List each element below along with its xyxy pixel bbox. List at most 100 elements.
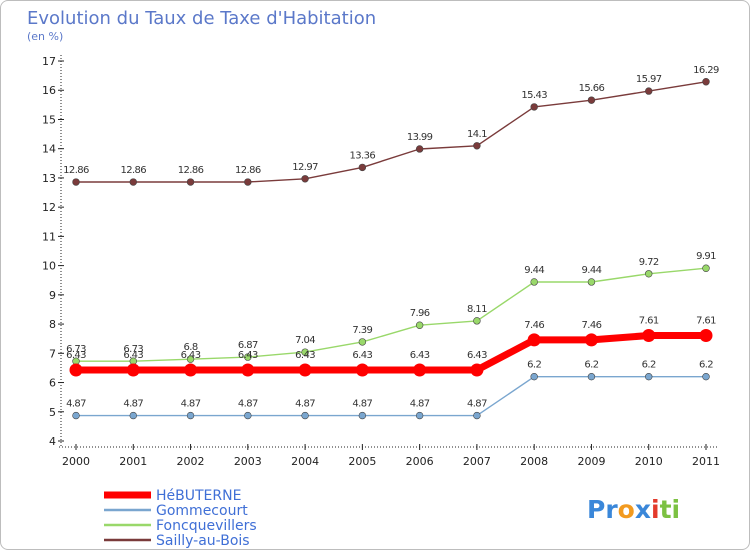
data-label: 4.87 (295, 399, 315, 410)
data-label: 8.11 (467, 304, 487, 315)
y-tick-label: 4 (49, 435, 56, 448)
series-1 (72, 372, 710, 420)
data-point (530, 372, 538, 381)
x-tick-label: 2010 (635, 455, 663, 468)
data-point (415, 411, 424, 420)
data-label: 6.43 (352, 350, 372, 361)
data-point (415, 145, 424, 153)
data-label: 4.87 (238, 399, 258, 410)
data-label: 6.43 (410, 350, 430, 361)
data-point (184, 363, 198, 377)
data-label: 4.87 (352, 399, 372, 410)
legend: HéBUTERNEGommecourtFoncquevillersSailly-… (104, 488, 257, 549)
data-label: 6.2 (527, 360, 541, 371)
data-point (645, 87, 653, 95)
data-point (587, 372, 596, 381)
data-label: 6.2 (584, 360, 598, 371)
data-label: 6.73 (66, 344, 86, 355)
data-point (301, 411, 309, 420)
chart-title: Evolution du Taux de Taxe d'Habitation (27, 8, 376, 29)
y-tick-label: 7 (49, 347, 56, 360)
data-label: 4.87 (410, 399, 430, 410)
data-label: 6.43 (238, 350, 258, 361)
y-tick-label: 11 (42, 230, 56, 243)
data-point (244, 178, 252, 186)
data-point (530, 278, 538, 286)
y-tick-label: 5 (49, 406, 56, 419)
data-label: 6.43 (66, 350, 86, 361)
data-point (298, 363, 312, 377)
data-point (587, 278, 596, 286)
data-point (587, 96, 596, 104)
series-line (76, 81, 707, 183)
data-point (702, 264, 710, 272)
x-tick-label: 2007 (463, 455, 491, 468)
data-label: 6.43 (295, 350, 315, 361)
series-line (76, 267, 707, 362)
data-point (645, 372, 653, 381)
data-label: 6.2 (642, 360, 656, 371)
logo-text: Proxiti (587, 495, 680, 524)
data-label: 7.96 (410, 308, 430, 319)
data-label: 6.2 (699, 360, 713, 371)
data-label: 15.43 (521, 90, 547, 101)
data-label: 7.46 (582, 320, 602, 331)
data-label: 6.43 (467, 350, 487, 361)
x-tick-label: 2011 (692, 455, 720, 468)
data-point (645, 270, 653, 278)
data-label: 14.1 (467, 129, 487, 140)
data-point (699, 328, 713, 342)
data-label: 7.61 (639, 315, 659, 326)
data-point (473, 142, 481, 150)
series-layer (69, 78, 713, 420)
data-labels: 12.86 12.86 12.86 12.86 12.97 13.36 13.99 14.1 1… (63, 65, 719, 410)
data-label: 9.91 (696, 251, 716, 262)
y-tick-label: 12 (42, 201, 56, 214)
data-label: 6.87 (238, 340, 258, 351)
y-tick-label: 10 (42, 260, 56, 273)
data-point (72, 178, 80, 186)
data-label: 7.61 (696, 315, 716, 326)
data-label: 4.87 (467, 399, 487, 410)
data-point (530, 103, 538, 111)
proxiti-logo: Proxiti (587, 495, 680, 524)
x-tick-label: 2004 (291, 455, 319, 468)
data-point (702, 78, 710, 86)
x-tick-label: 2005 (348, 455, 376, 468)
data-point (72, 411, 80, 420)
series-line (76, 376, 706, 417)
data-point (358, 338, 367, 346)
data-label: 9.44 (524, 265, 544, 276)
data-point (301, 348, 309, 356)
legend-label: HéBUTERNE (156, 488, 241, 504)
axes: 4 5 6 7 8 9 10 11 12 13 14 15 16 17 2000 2001 2002 2003 20… (42, 55, 720, 468)
data-point (244, 411, 252, 420)
data-label: 15.97 (636, 74, 662, 85)
legend-label: Gommecourt (156, 503, 248, 519)
data-label: 4.87 (181, 399, 201, 410)
data-point (301, 175, 309, 183)
x-tick-label: 2002 (177, 455, 205, 468)
data-point (69, 363, 83, 377)
legend-label: Sailly-au-Bois (156, 533, 250, 549)
data-point (186, 411, 195, 420)
data-point (126, 363, 140, 377)
data-label: 13.99 (407, 132, 433, 143)
data-label: 15.66 (579, 83, 605, 94)
y-tick-label: 8 (49, 318, 56, 331)
data-label: 6.8 (183, 342, 197, 353)
data-point (129, 178, 137, 186)
data-label: 16.29 (693, 65, 719, 76)
chart-subtitle: (en %) (27, 30, 63, 43)
data-point (642, 328, 656, 342)
series-line (76, 332, 706, 374)
data-label: 7.39 (352, 325, 372, 336)
y-tick-label: 15 (42, 113, 56, 126)
data-point (470, 363, 484, 377)
series-0 (69, 328, 713, 377)
data-point (241, 363, 255, 377)
x-tick-label: 2003 (234, 455, 262, 468)
data-label: 12.97 (292, 162, 318, 173)
